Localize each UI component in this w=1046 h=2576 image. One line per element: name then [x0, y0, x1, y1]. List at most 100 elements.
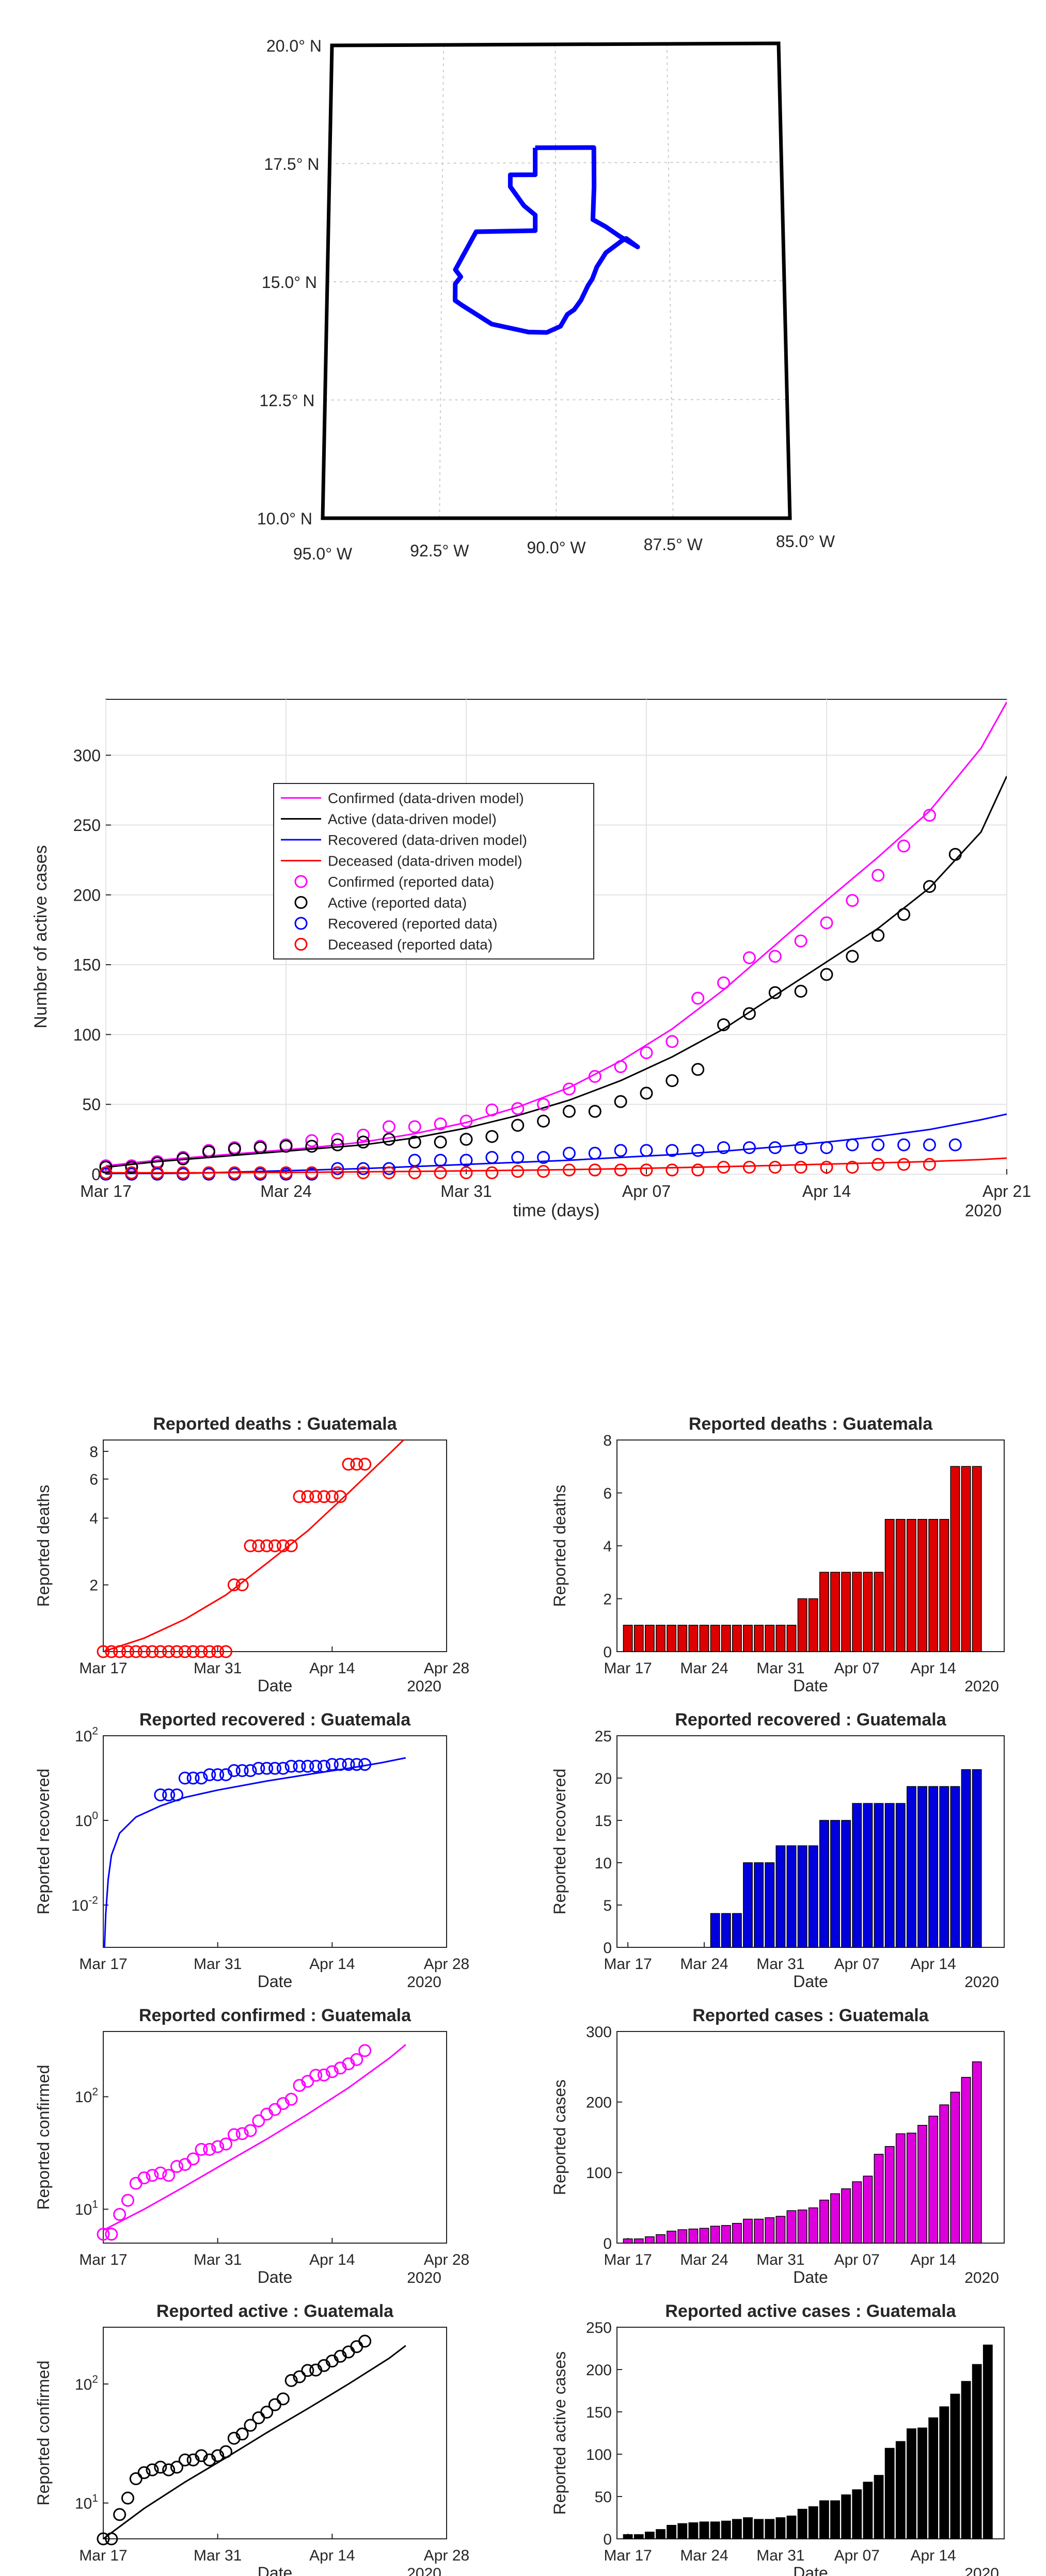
data-point	[162, 1788, 176, 1802]
reported-point-active	[794, 985, 807, 998]
reported-point-recovered	[434, 1154, 447, 1167]
data-point	[235, 2427, 249, 2441]
reported-point-confirmed	[331, 1132, 344, 1146]
map-lat-tick-label: 15.0° N	[262, 273, 317, 292]
bar	[797, 1598, 807, 1652]
y-tick-label: 101	[75, 2199, 98, 2219]
legend-entry-label: Recovered (reported data)	[328, 916, 497, 932]
bar	[808, 1598, 818, 1652]
reported-point-recovered	[562, 1146, 576, 1160]
bar	[830, 1572, 840, 1652]
panel-recovered_log: Mar 17 Mar 31 Apr 14 Apr 28 10-2 100 102 Date Re…	[34, 1710, 469, 1991]
reported-point-recovered	[485, 1151, 499, 1164]
bar	[808, 2207, 818, 2244]
bar	[623, 2238, 633, 2244]
bar	[743, 2517, 753, 2539]
panel-confirmed_log: Mar 17 Mar 31 Apr 14 Apr 28 101 102 Date Report…	[34, 2006, 469, 2286]
bar	[939, 2104, 949, 2244]
data-point	[113, 2508, 126, 2521]
data-point	[309, 1490, 323, 1503]
reported-point-confirmed	[614, 1060, 627, 1074]
bar	[884, 1803, 895, 1948]
axes-box	[103, 1439, 447, 1652]
bar	[863, 2175, 873, 2244]
y-tick-label: 6	[603, 1485, 612, 1502]
map-frame	[321, 41, 792, 520]
reported-point-active	[202, 1145, 215, 1159]
year-label: 2020	[965, 1202, 1002, 1220]
data-point	[170, 2159, 183, 2173]
x-axis-label: Date	[258, 2268, 293, 2286]
x-tick-label: Mar 31	[756, 1660, 804, 1677]
bar	[710, 2521, 720, 2539]
reported-point-deceased	[537, 1165, 550, 1178]
data-point	[170, 2460, 183, 2474]
bar	[884, 2447, 895, 2539]
bar	[808, 2506, 818, 2539]
reported-point-deceased	[768, 1160, 782, 1174]
data-point	[268, 1539, 281, 1553]
y-axis-label: Number of active cases	[31, 845, 51, 1028]
reported-point-active	[331, 1138, 344, 1151]
bar	[852, 1572, 862, 1652]
reported-point-active	[485, 1130, 499, 1143]
data-point	[318, 1490, 330, 1503]
x-axis-label: Date	[258, 2564, 293, 2576]
chart-title: Reported deaths : Guatemala	[153, 1414, 397, 1434]
reported-point-deceased	[794, 1160, 807, 1174]
reported-point-deceased	[99, 1166, 113, 1179]
bar	[830, 2193, 840, 2244]
bar	[863, 2482, 873, 2539]
data-point	[121, 2194, 134, 2207]
reported-point-deceased	[279, 1166, 293, 1179]
model-line-recovered	[106, 1113, 1007, 1174]
y-tick-label: 100	[73, 1026, 101, 1044]
reported-point-deceased	[820, 1160, 833, 1174]
bar	[972, 1769, 982, 1948]
reported-point-recovered	[923, 1138, 936, 1151]
x-tick-label: Mar 24	[680, 2547, 728, 2564]
legend-entry-label: Active (data-driven model)	[328, 811, 497, 827]
data-point	[244, 1764, 257, 1778]
reported-point-active	[820, 968, 833, 981]
data-point	[178, 1645, 192, 1658]
reported-point-recovered	[897, 1138, 911, 1151]
map-lon-tick-label: 87.5° W	[644, 535, 703, 554]
data-point	[211, 2449, 225, 2462]
reported-point-deceased	[717, 1160, 731, 1174]
reported-point-recovered	[408, 1154, 421, 1167]
y-axis-label: Reported deaths	[34, 1485, 53, 1607]
y-tick-label: 200	[586, 2094, 612, 2111]
chart-title: Reported active : Guatemala	[156, 2301, 394, 2321]
legend-entry-label: Recovered (data-driven model)	[328, 832, 527, 848]
y-axis-label: Reported recovered	[550, 1769, 569, 1915]
reported-point-deceased	[846, 1160, 859, 1174]
reported-point-active	[846, 950, 859, 963]
data-point	[219, 2445, 232, 2458]
year-label: 2020	[407, 1678, 441, 1695]
reported-point-deceased	[511, 1165, 525, 1178]
x-tick-label: Apr 14	[910, 1660, 956, 1677]
bar	[667, 2231, 677, 2244]
reported-point-confirmed	[588, 1070, 601, 1083]
bar	[841, 2188, 851, 2244]
data-point	[203, 1768, 216, 1782]
data-point	[137, 2171, 151, 2185]
data-point	[334, 2061, 347, 2075]
y-tick-label: 250	[73, 816, 101, 835]
bar	[721, 1913, 731, 1948]
data-point	[129, 2472, 142, 2486]
map-meridian	[439, 44, 445, 519]
data-point	[334, 1490, 347, 1503]
bar	[775, 2216, 786, 2244]
reported-point-active	[177, 1152, 190, 1165]
y-tick-label: 250	[586, 2319, 612, 2337]
bar	[699, 2228, 709, 2244]
reported-point-active	[228, 1142, 241, 1156]
year-label: 2020	[407, 2565, 441, 2576]
data-point	[146, 2463, 159, 2476]
legend-marker-swatch	[294, 896, 308, 909]
reported-point-deceased	[459, 1166, 473, 1179]
reported-point-recovered	[357, 1162, 370, 1175]
bar	[917, 1786, 927, 1948]
